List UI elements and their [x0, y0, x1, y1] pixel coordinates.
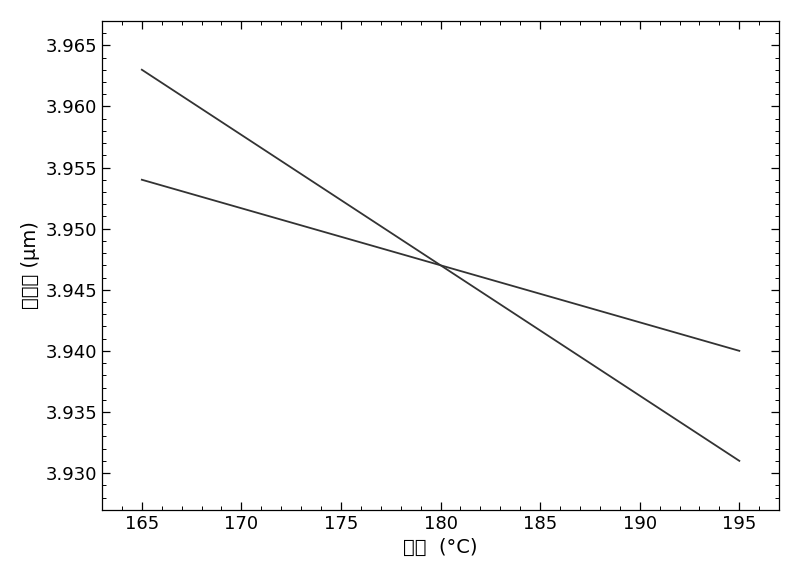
X-axis label: 温度  (°C): 温度 (°C) — [403, 538, 478, 557]
Y-axis label: 闭置光 (μm): 闭置光 (μm) — [21, 221, 40, 309]
